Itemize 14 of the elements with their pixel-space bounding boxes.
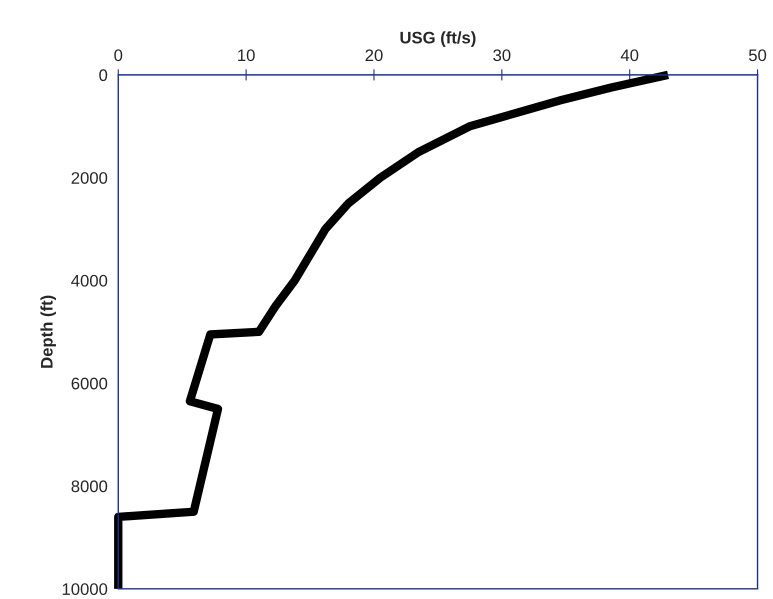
x-tick-label: 20: [366, 49, 383, 62]
y-tick-label: 2000: [72, 172, 108, 184]
x-tick-label: 0: [114, 49, 122, 62]
y-tick-label: 0: [99, 69, 108, 82]
y-axis-title: Depth (ft): [40, 296, 56, 368]
x-tick-label: 50: [748, 49, 766, 62]
y-tick-label: 10000: [62, 583, 108, 596]
x-tick-label: 10: [238, 49, 255, 62]
x-tick-label: 40: [620, 49, 638, 62]
y-tick-label: 6000: [72, 378, 108, 390]
y-tick-label: 8000: [72, 480, 108, 492]
y-tick-label: 4000: [71, 274, 108, 287]
x-tick-label: 30: [493, 49, 510, 62]
x-axis-title: USG (ft/s): [400, 31, 476, 47]
